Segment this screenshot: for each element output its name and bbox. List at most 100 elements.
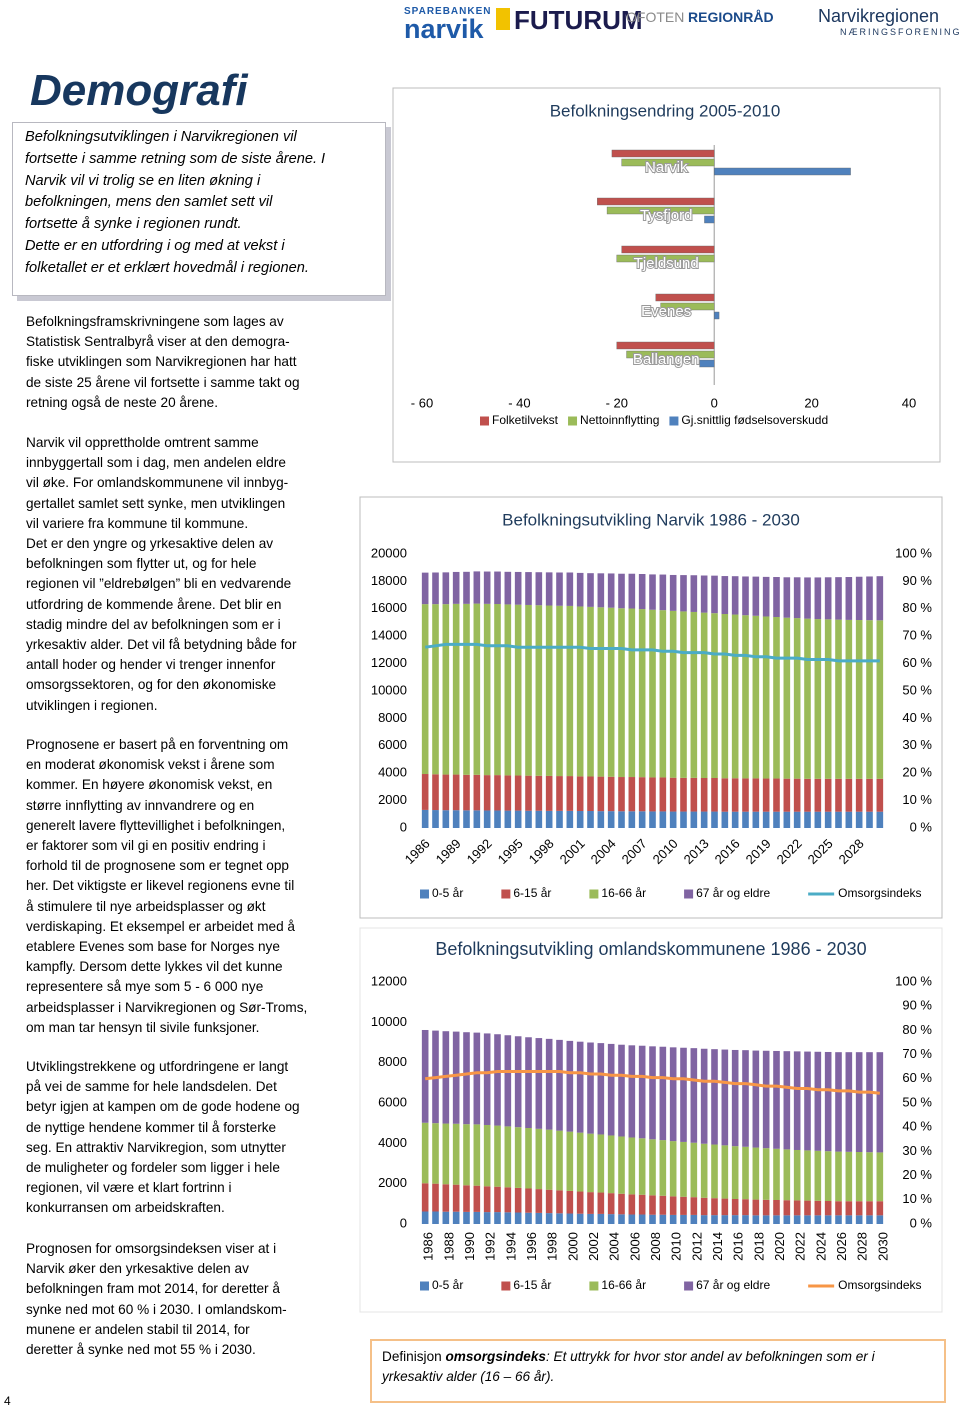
bar-segment <box>793 618 801 779</box>
bar <box>621 158 715 167</box>
bar-segment <box>525 1037 532 1129</box>
paragraph-line: stadig mindre del av befolkningen som er… <box>26 616 281 632</box>
bar-segment <box>504 1212 512 1224</box>
bar-segment <box>556 572 563 606</box>
bar-segment <box>680 811 687 828</box>
bar-segment <box>659 574 667 611</box>
x-tick-label: 2010 <box>669 1232 684 1261</box>
y-tick-label: 4000 <box>378 1135 407 1150</box>
y-tick-label: 18000 <box>371 573 407 588</box>
bar-segment <box>421 774 429 810</box>
bar-segment <box>442 1211 450 1224</box>
legend-swatch <box>480 416 489 426</box>
definition-text: : Et uttrykk for hvor stor andel av befo… <box>382 1349 875 1384</box>
bar-segment <box>566 776 574 811</box>
bar-segment <box>618 1136 625 1194</box>
bar-segment <box>628 777 636 812</box>
bar-segment <box>556 1039 563 1131</box>
bar-segment <box>504 1126 512 1188</box>
bar-segment <box>494 1212 501 1224</box>
legend-swatch <box>568 416 578 426</box>
bar-segment <box>866 1152 873 1202</box>
bar-segment <box>711 1049 718 1145</box>
y2-tick-label: 60 % <box>902 1070 932 1085</box>
paragraph-line: gertallet samlet sett synke, men utvikli… <box>26 495 286 511</box>
bar-segment <box>721 778 729 812</box>
x-tick-label: 1986 <box>421 1232 436 1261</box>
legend-label: 0-5 år <box>432 886 463 900</box>
legend-swatch <box>501 889 511 899</box>
paragraph-line: befolkningen som flytter ut, og for hele <box>26 556 257 572</box>
y-tick-label: 2000 <box>378 792 407 807</box>
bar-segment <box>804 1200 811 1216</box>
bar-segment <box>855 778 863 812</box>
bar-segment <box>597 573 605 608</box>
bar-segment <box>421 1211 429 1224</box>
bar-segment <box>876 1052 884 1153</box>
paragraph-line: synke ned mot 60 % i 2030. I omlandskom- <box>26 1301 287 1317</box>
x-tick-label: 1988 <box>441 1232 456 1261</box>
bar-segment <box>855 1215 863 1224</box>
bar-segment <box>824 1215 832 1224</box>
bar-segment <box>463 1124 470 1186</box>
bar-segment <box>742 576 749 616</box>
x-tick-label: 2028 <box>836 836 867 867</box>
bar-segment <box>845 811 853 828</box>
y-tick-label: 6000 <box>378 1094 407 1109</box>
bar-segment <box>421 604 429 775</box>
bar-segment <box>835 811 842 828</box>
legend-swatch <box>420 1281 429 1291</box>
bar-segment <box>731 1215 739 1224</box>
bar-segment <box>876 1201 884 1216</box>
bar-segment <box>742 1199 749 1216</box>
bar-segment <box>442 572 450 605</box>
bar-segment <box>700 1143 708 1198</box>
y2-tick-label: 80 % <box>902 600 932 615</box>
bar-segment <box>845 1201 853 1216</box>
bar-segment <box>783 1149 791 1201</box>
x-tick-label: 1990 <box>462 1232 477 1261</box>
bar-segment <box>804 811 811 828</box>
bar-segment <box>535 605 543 776</box>
bar-segment <box>835 1215 842 1224</box>
legend-label: Nettoinnflytting <box>580 413 659 427</box>
bar-segment <box>876 811 884 828</box>
y2-tick-label: 60 % <box>902 655 932 670</box>
y2-tick-label: 30 % <box>902 737 932 752</box>
bar-segment <box>876 1215 884 1224</box>
paragraph-line: Prognosen for omsorgsindeksen viser at i <box>26 1241 277 1256</box>
bar-segment <box>742 778 749 812</box>
bar-segment <box>421 572 429 605</box>
y-tick-label: 16000 <box>371 600 407 615</box>
bar-segment <box>421 1122 429 1184</box>
bar-segment <box>690 1048 698 1143</box>
paragraph-line: Narvik vil opprettholde omtrent samme <box>26 435 259 450</box>
bar-segment <box>855 576 863 621</box>
bar-segment <box>866 620 873 779</box>
chart-frame <box>359 496 943 919</box>
y-tick-label: 20000 <box>371 545 407 560</box>
bar-segment <box>607 1214 615 1224</box>
bar-segment <box>731 1146 739 1199</box>
bar-segment <box>835 577 842 620</box>
bar-segment <box>545 810 553 828</box>
bar-segment <box>494 775 501 811</box>
x-tick-label: 2018 <box>751 1232 766 1261</box>
legend-label: 67 år og eldre <box>696 1278 770 1292</box>
bar-segment <box>700 777 708 812</box>
bar-segment <box>618 608 625 778</box>
bar-segment <box>690 575 698 612</box>
x-tick-label: 2019 <box>743 836 774 867</box>
legend-swatch <box>684 1281 694 1291</box>
bar-segment <box>525 775 532 811</box>
bar-segment <box>835 1201 842 1216</box>
bar-segment <box>587 573 594 607</box>
y2-tick-label: 10 % <box>902 1191 932 1206</box>
bar-segment <box>483 571 491 604</box>
y2-tick-label: 20 % <box>902 1167 932 1182</box>
bar-segment <box>814 1051 822 1151</box>
bar-segment <box>649 574 656 610</box>
bar-segment <box>793 1051 801 1150</box>
bar <box>626 350 715 359</box>
